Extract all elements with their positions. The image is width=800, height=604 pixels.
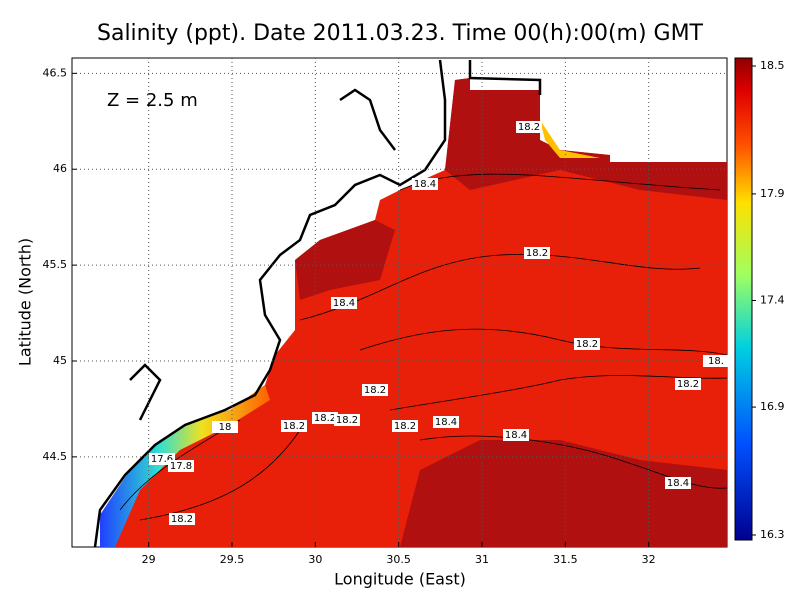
contour-label: 18.2 [171, 514, 193, 525]
contour-label: 18.2 [394, 421, 416, 432]
contour-label: 18.2 [283, 421, 305, 432]
contour-label-box [392, 420, 418, 432]
colorbar-tick-label: 16.3 [760, 528, 785, 541]
contour-label-box [665, 477, 691, 489]
contour-label: 18.2 [576, 339, 598, 350]
colorbar-tick-label: 16.9 [760, 400, 785, 413]
contour-label: 18.4 [667, 478, 689, 489]
x-tick-label: 31.5 [553, 553, 578, 566]
colorbar [734, 57, 753, 541]
contour-label-box [433, 416, 459, 428]
y-tick-label: 44.5 [43, 450, 68, 463]
x-tick-label: 29 [142, 553, 156, 566]
contour-label: 18.4 [435, 417, 457, 428]
colorbar-tick-label: 17.4 [760, 294, 785, 307]
coastline [129, 363, 162, 421]
contour-label: 18.4 [333, 298, 355, 309]
y-tick-label: 45 [53, 354, 67, 367]
contour-label-box [169, 513, 195, 525]
contour-label-box [331, 297, 357, 309]
contour-label: 17.6 [151, 454, 173, 465]
contour-label: 18.2 [364, 385, 386, 396]
contour-label-box [412, 178, 438, 190]
contour-label: 18.2 [518, 122, 540, 133]
depth-annotation: Z = 2.5 m [107, 90, 198, 111]
y-axis-label: Latitude (North) [16, 238, 35, 366]
x-tick-label: 30 [308, 553, 322, 566]
colorbar-tick-label: 18.5 [760, 59, 785, 72]
contour-label: 17.8 [170, 461, 192, 472]
contour-label-box [503, 429, 529, 441]
y-tick-label: 45.5 [43, 258, 68, 271]
x-tick-label: 29.5 [220, 553, 245, 566]
coastline [93, 59, 447, 548]
contour-label: 18.2 [336, 415, 358, 426]
contour-label: 18.2 [314, 413, 336, 424]
x-axis-label: Longitude (East) [334, 570, 466, 589]
y-tick-label: 46 [53, 162, 67, 175]
x-tick-label: 31 [475, 553, 489, 566]
contour-label-box [703, 355, 729, 367]
coastline [339, 88, 396, 151]
contour-label-box [675, 378, 701, 390]
contour-label-box [334, 414, 360, 426]
contour-label-box [281, 420, 307, 432]
x-tick-label: 30.5 [386, 553, 411, 566]
y-tick-label: 46.5 [43, 66, 68, 79]
contour-label-box [312, 412, 338, 424]
contour-label-box [516, 121, 542, 133]
contour-label-box [212, 421, 238, 433]
contour-label-box [574, 338, 600, 350]
colorbar-tick-label: 17.9 [760, 187, 785, 200]
contour-label: 18.2 [677, 379, 699, 390]
x-tick-label: 32 [642, 553, 656, 566]
title: Salinity (ppt). Date 2011.03.23. Time 00… [97, 21, 704, 46]
contour-label: 18.2 [526, 248, 548, 259]
coastal-gradient [540, 120, 600, 158]
contour-label-box [362, 384, 388, 396]
sea [100, 78, 727, 547]
contour-label-box [168, 460, 194, 472]
contour-label-box [524, 247, 550, 259]
contour-label: 18.4 [414, 179, 436, 190]
coastline [468, 60, 542, 95]
contour-label: 18 [219, 422, 232, 433]
high-salinity-area [295, 220, 395, 300]
plot-area: Z = 2.5 m [71, 57, 728, 548]
contour-label: 18. [708, 356, 724, 367]
contour-label: 18.4 [505, 430, 527, 441]
